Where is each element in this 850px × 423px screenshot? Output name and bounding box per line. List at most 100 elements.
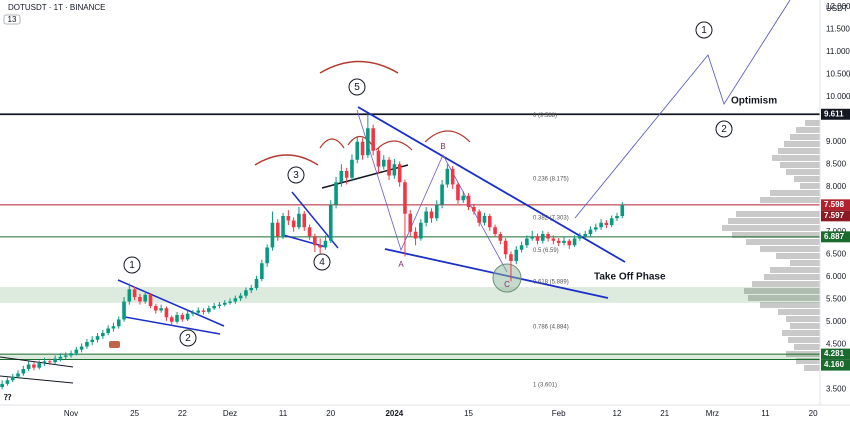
wave-label: 1 [129, 260, 135, 271]
candle-body [381, 159, 386, 167]
fib-label: 0 (9.588) [533, 113, 557, 119]
x-tick-label: 20 [326, 409, 335, 418]
candle-body [53, 358, 57, 363]
candle-body [525, 238, 529, 246]
candle-body [445, 168, 450, 185]
candle-body [74, 349, 79, 354]
candle-body [313, 236, 317, 246]
price-label-box [821, 231, 850, 243]
fib-label: 0.786 (4.884) [533, 325, 569, 331]
candle-body [244, 290, 248, 296]
currency: USDT [826, 4, 848, 13]
candle-body [254, 279, 259, 288]
candle-body [318, 245, 322, 248]
candle-body [556, 240, 561, 243]
x-tick-label: 20 [809, 409, 818, 418]
y-tick-label: 8.500 [826, 159, 847, 168]
candle-body [344, 171, 349, 178]
zones-layer [0, 113, 820, 361]
wave-circle [123, 256, 141, 274]
candle-body [328, 204, 333, 241]
y-tick-label: 6.000 [826, 272, 847, 281]
wave-circle [179, 329, 197, 347]
candle-body [191, 312, 195, 314]
x-tick-label: 22 [178, 409, 187, 418]
candle-body [159, 308, 163, 311]
candle-body [456, 184, 460, 201]
y-tick-label: 9.000 [826, 137, 847, 146]
candle-body [32, 364, 36, 368]
candle-body [509, 254, 513, 261]
candle-body [297, 213, 301, 228]
x-tick-label: 11 [761, 409, 770, 418]
arc [319, 138, 345, 149]
candle-body [90, 339, 95, 342]
candle-body [482, 216, 487, 223]
candle-body [233, 298, 238, 302]
price-label: 6.887 [824, 232, 845, 241]
x-tick-label: Dez [223, 409, 237, 418]
arc [375, 140, 413, 151]
candle-body [116, 319, 121, 327]
candle-body [604, 222, 609, 225]
fib-label: 0.236 (8.175) [533, 176, 569, 182]
candle-body [42, 361, 47, 364]
candle-body [472, 207, 476, 212]
c-highlight [492, 263, 522, 293]
candle-body [164, 308, 169, 318]
y-tick-label: 6.500 [826, 249, 847, 258]
x-tick-label: 15 [464, 409, 473, 418]
price-label-box [821, 108, 850, 120]
candle-body [154, 306, 158, 311]
candle-body [408, 213, 413, 232]
y-tick-label: 4.500 [826, 339, 847, 348]
candle-body [620, 204, 625, 216]
arc [319, 60, 399, 74]
candle-body [593, 227, 598, 230]
candle-body [0, 383, 4, 387]
fib-label: 0.5 (6.59) [533, 248, 559, 254]
price-label-box [821, 199, 850, 211]
candle-body [535, 236, 540, 241]
wave-circle [715, 120, 733, 138]
y-tick-label: 3.500 [826, 384, 847, 393]
badge-box [3, 14, 21, 25]
candle-body [106, 328, 110, 333]
candle-body [275, 222, 280, 237]
candle-body [562, 240, 566, 243]
axis-labels: 3.5004.0004.5005.0005.5006.0006.5007.000… [64, 2, 850, 418]
price-label-box [821, 348, 850, 360]
zone [0, 287, 820, 303]
price-label-box [821, 359, 850, 371]
candle-body [323, 240, 328, 248]
y-tick-label: 11.500 [826, 24, 850, 33]
candle-body [175, 315, 179, 322]
candle-body [366, 128, 370, 156]
time-axis [0, 405, 820, 423]
candle-body [270, 222, 275, 248]
fib-label: 0.618 (5.889) [533, 279, 569, 285]
candle-body [487, 216, 492, 228]
wave-circle [695, 21, 713, 39]
candle-body [265, 247, 269, 264]
candle-body [371, 128, 375, 151]
arc [424, 130, 471, 143]
y-tick-label: 10.000 [826, 92, 850, 101]
candle-body [540, 234, 545, 241]
arc [347, 135, 373, 146]
candle-body [207, 308, 211, 312]
candle-body [450, 168, 455, 185]
labels-layer: 0 (9.588) 0.236 (8.175) 0.382 (7.303) 0.5 (… [123, 21, 777, 388]
candle-body [434, 204, 439, 219]
abc-label: A [398, 260, 404, 269]
candle-body [551, 238, 556, 241]
wave-label: 2 [721, 124, 727, 135]
candle-body [212, 306, 216, 309]
y-tick-label: 5.500 [826, 294, 847, 303]
trend-line [117, 279, 225, 327]
price-label: 9.611 [824, 109, 844, 118]
wave-circle [287, 166, 305, 184]
candle-body [578, 236, 582, 239]
bull-icon [109, 341, 120, 348]
